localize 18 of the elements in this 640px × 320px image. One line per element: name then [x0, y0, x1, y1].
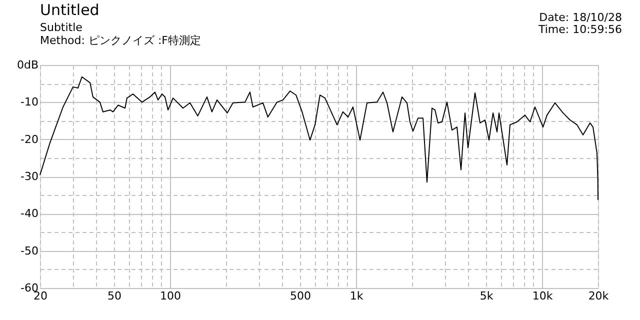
- chart-title: Untitled: [40, 1, 100, 19]
- text: Time: 10:59:56: [537, 23, 622, 36]
- y-tick-label: -10: [20, 96, 38, 109]
- x-tick-label: 5k: [480, 290, 494, 302]
- x-tick-label: 100: [160, 290, 182, 302]
- x-tick-label: 1k: [350, 290, 364, 302]
- y-tick-label: 0dB: [16, 58, 38, 72]
- x-tick-label: 500: [290, 290, 312, 302]
- y-tick-label: -20: [20, 132, 38, 146]
- x-tick-label: 50: [108, 290, 122, 302]
- y-tick-label: -50: [20, 244, 38, 258]
- x-tick-label: 10k: [532, 290, 554, 302]
- y-tick-label: -40: [20, 207, 38, 220]
- text: Date: 18/10/28: [539, 11, 622, 24]
- y-tick-label: -30: [20, 170, 38, 183]
- chart-subtitle: Subtitle: [40, 21, 83, 34]
- text: Method: ピンクノイズ :F特測定: [40, 34, 201, 47]
- x-tick-label: 20k: [588, 290, 610, 302]
